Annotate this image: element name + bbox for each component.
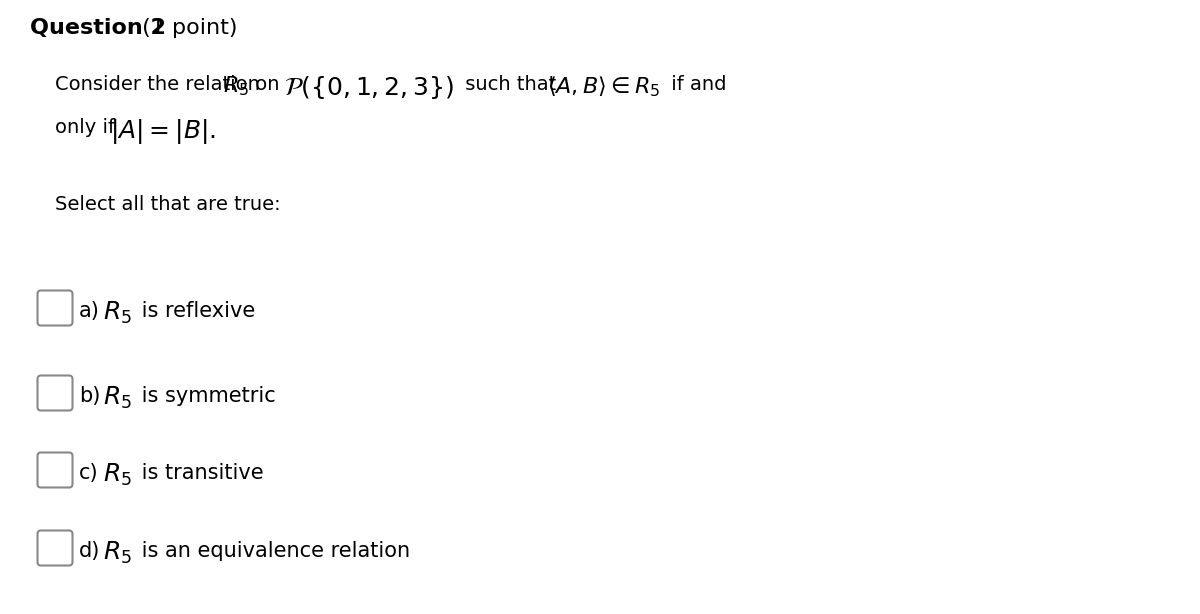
Text: d): d) xyxy=(79,541,101,561)
Text: is transitive: is transitive xyxy=(134,463,264,483)
Text: is symmetric: is symmetric xyxy=(134,386,276,406)
Text: (1 point): (1 point) xyxy=(134,18,238,38)
Text: on: on xyxy=(250,75,286,94)
Text: if and: if and xyxy=(665,75,726,94)
Text: Consider the relation: Consider the relation xyxy=(55,75,266,94)
Text: $R_5$: $R_5$ xyxy=(103,300,132,326)
FancyBboxPatch shape xyxy=(37,453,72,488)
Text: $\mathcal{P}(\{0, 1, 2, 3\})$: $\mathcal{P}(\{0, 1, 2, 3\})$ xyxy=(284,74,454,101)
Text: such that: such that xyxy=(458,75,563,94)
Text: only if: only if xyxy=(55,118,121,137)
Text: is an equivalence relation: is an equivalence relation xyxy=(134,541,410,561)
Text: Question 2: Question 2 xyxy=(30,18,166,38)
Text: $R_5$: $R_5$ xyxy=(103,540,132,566)
Text: a): a) xyxy=(79,301,100,321)
FancyBboxPatch shape xyxy=(37,376,72,411)
Text: b): b) xyxy=(79,386,101,406)
Text: $\langle A, B \rangle \in R_5$: $\langle A, B \rangle \in R_5$ xyxy=(547,74,660,99)
Text: is reflexive: is reflexive xyxy=(134,301,256,321)
FancyBboxPatch shape xyxy=(37,530,72,565)
Text: $R_5$: $R_5$ xyxy=(223,74,250,98)
FancyBboxPatch shape xyxy=(37,290,72,325)
Text: c): c) xyxy=(79,463,98,483)
Text: Select all that are true:: Select all that are true: xyxy=(55,195,281,214)
Text: $R_5$: $R_5$ xyxy=(103,462,132,488)
Text: $|A| = |B|$.: $|A| = |B|$. xyxy=(110,117,216,146)
Text: $R_5$: $R_5$ xyxy=(103,385,132,411)
